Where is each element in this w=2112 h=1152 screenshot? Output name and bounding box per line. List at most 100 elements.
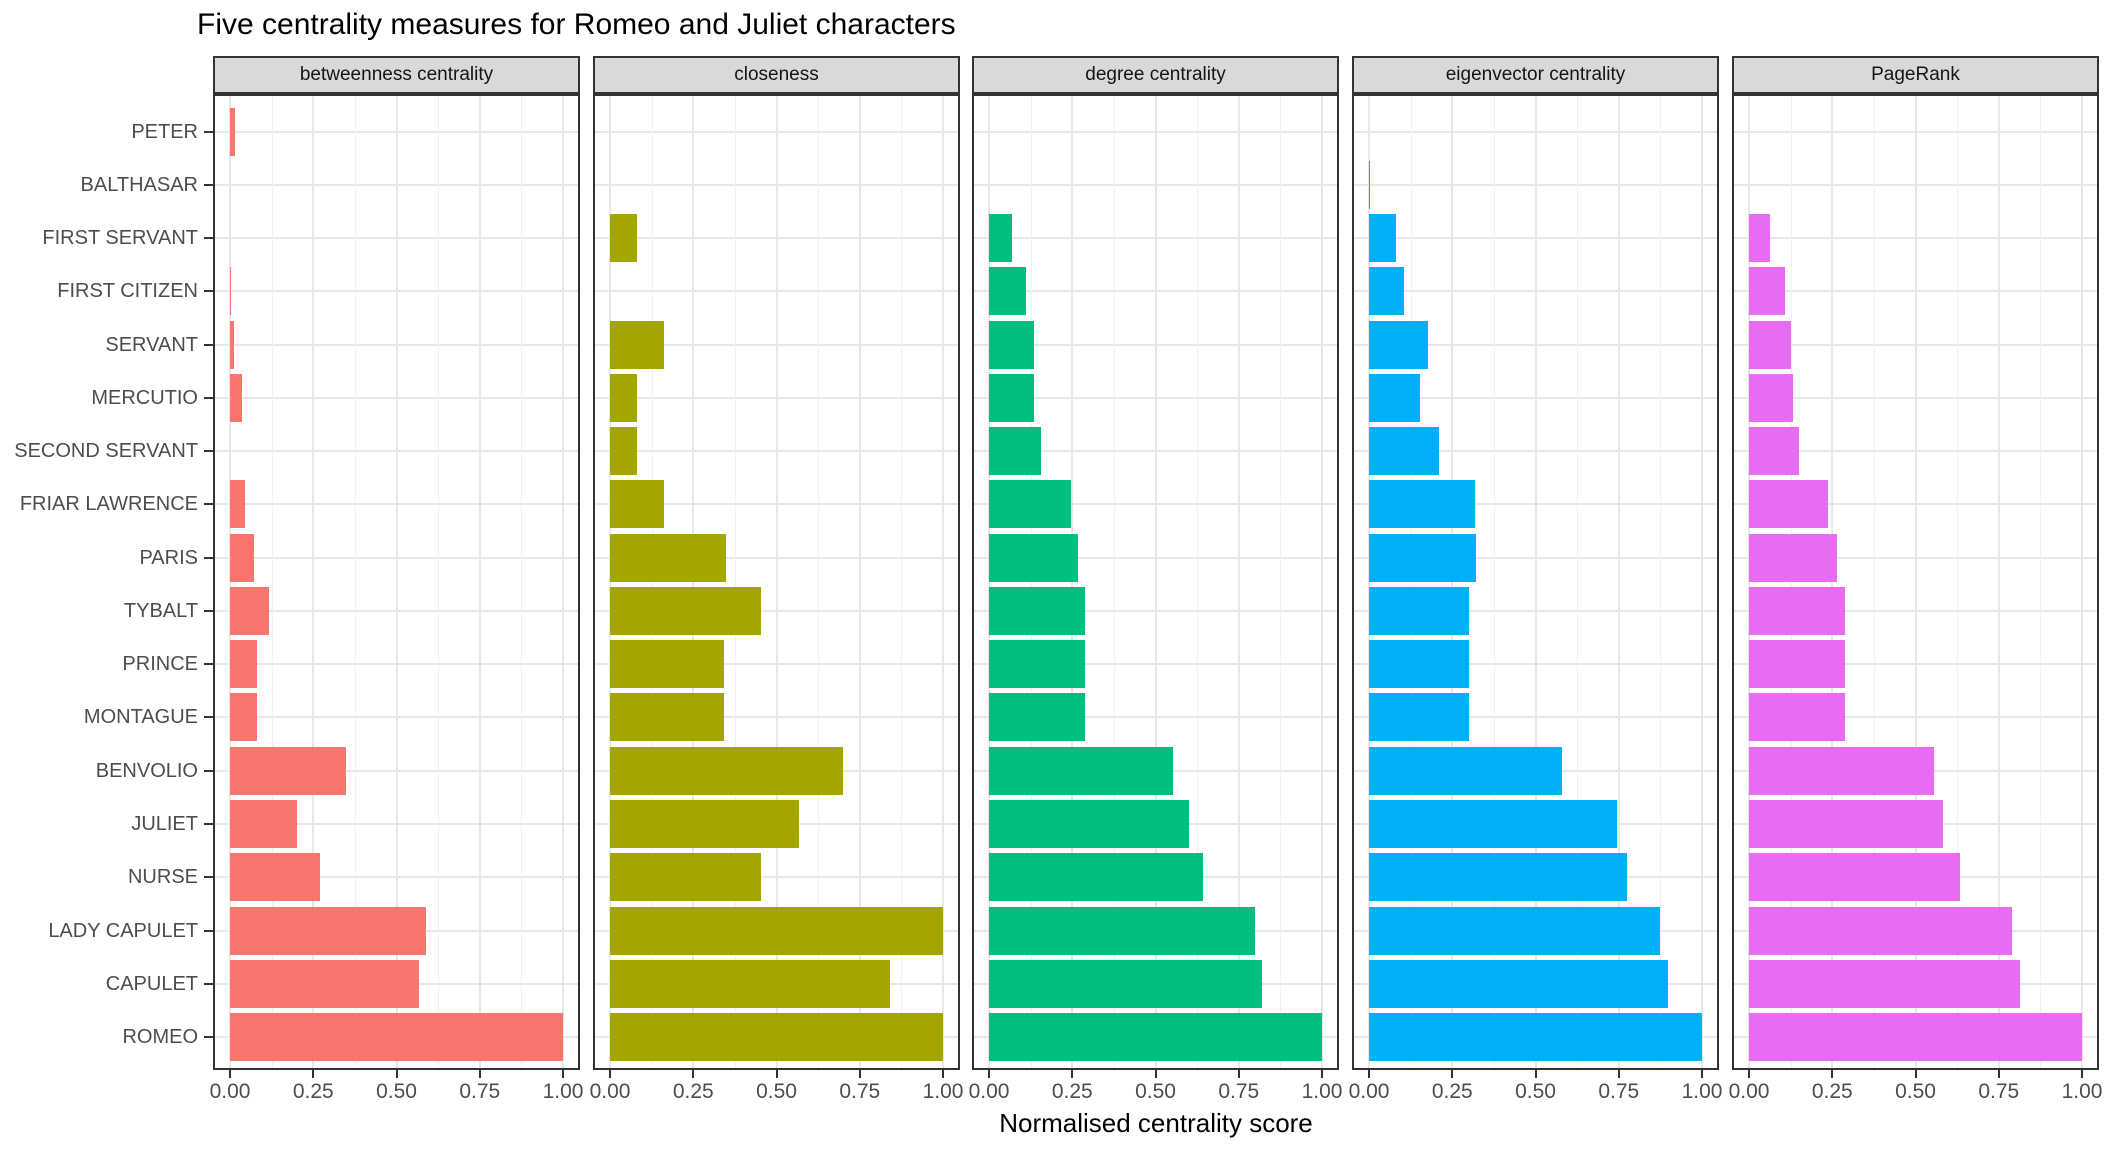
gridline-minor [438,96,440,1068]
y-axis-tick [204,1036,213,1039]
x-axis-tick [775,1070,778,1078]
x-axis-tick [229,1070,231,1078]
y-axis-tick [204,769,213,772]
gridline-major [692,96,695,1068]
bar-lady-capulet [230,906,426,955]
gridline-major [1451,96,1454,1068]
y-axis-label: FRIAR LAWRENCE [19,493,198,516]
gridline-major [1154,96,1157,1068]
gridline-major [1534,96,1537,1068]
y-axis-label: MERCUTIO [91,386,198,409]
facet-strip: betweenness centrality [213,56,580,94]
bar-servant [610,320,664,369]
y-axis-label: SERVANT [105,333,198,356]
bar-nurse [989,853,1203,902]
bar-romeo [1749,1013,2082,1062]
gridline-minor [1957,96,1959,1068]
y-axis-tick [204,556,213,559]
facet-panel [972,94,1339,1070]
facet-strip-label: eigenvector centrality [1445,64,1626,85]
y-axis-tick [204,237,213,240]
facet-strip: eigenvector centrality [1352,56,1719,94]
bar-paris [989,533,1078,582]
x-axis-tick-label: 0.50 [1895,1080,1936,1103]
bar-first-citizen [989,267,1026,316]
facet-panel [593,94,960,1070]
gridline-major [1997,96,2000,1068]
bar-friar-lawrence [610,480,664,529]
gridline-major [1914,96,1917,1068]
y-axis-tick [204,130,213,133]
x-axis-tick [1617,1070,1620,1078]
gridline-minor [734,96,736,1068]
x-axis-tick-label: 0.75 [1598,1080,1640,1103]
gridline-minor [1790,96,1792,1068]
gridline-major [312,96,315,1068]
y-axis-label: MONTAGUE [83,706,198,729]
y-axis-tick [204,929,213,932]
x-axis-tick-label: 0.50 [756,1080,797,1103]
bar-tybalt [1369,586,1469,635]
bar-montague [1369,693,1469,742]
bar-friar-lawrence [230,480,245,529]
x-axis-tick-label: 0.75 [1978,1080,2020,1103]
bar-juliet [1369,800,1617,848]
bar-juliet [230,800,297,848]
bar-paris [610,533,726,582]
facet-strip-label: degree centrality [1085,64,1226,85]
gridline-minor [1577,96,1579,1068]
bar-montague [610,693,724,742]
gridline-major [395,96,398,1068]
y-axis-tick [204,503,213,506]
x-axis-tick [988,1070,990,1078]
bar-montague [230,693,257,742]
y-axis-label: PETER [131,120,198,143]
y-axis-label: FIRST SERVANT [42,227,198,250]
bar-second-servant [1749,427,1799,476]
bar-first-servant [989,214,1012,263]
gridline-minor [651,96,653,1068]
x-axis-tick-label: 1.00 [922,1080,964,1103]
x-axis-tick [692,1070,695,1078]
bar-tybalt [610,586,761,635]
bar-romeo [230,1013,563,1062]
gridline-minor [1030,96,1032,1068]
y-axis-label: LADY CAPULET [48,919,198,942]
facet-strip-label: PageRank [1871,64,1960,85]
y-axis-tick [204,716,213,719]
bar-prince [989,640,1085,689]
y-axis-label: BENVOLIO [95,759,198,782]
bar-benvolio [989,746,1173,795]
bar-servant [1369,320,1428,369]
bar-first-servant [610,214,637,263]
x-axis-tick [1831,1070,1834,1078]
gridline-major [775,96,778,1068]
bar-lady-capulet [989,906,1255,955]
x-axis-tick [1451,1070,1454,1078]
facet-strip: closeness [593,56,960,94]
bar-montague [989,693,1085,742]
bar-romeo [1369,1013,1702,1062]
y-axis-tick [204,609,213,612]
bar-benvolio [610,746,843,795]
bar-balthasar [1369,160,1370,209]
bar-capulet [1369,959,1668,1008]
x-axis-tick-label: 0.00 [209,1080,251,1103]
bar-mercutio [989,373,1034,422]
x-axis-tick [609,1070,611,1078]
facet-strip-label: betweenness centrality [299,64,494,85]
x-axis-tick [2081,1070,2083,1078]
y-axis-tick [204,450,213,453]
gridline-major [1701,96,1703,1068]
x-axis-tick [858,1070,861,1078]
bar-second-servant [1369,427,1439,476]
gridline-major [1368,96,1370,1068]
bar-prince [1749,640,1845,689]
bar-prince [1369,640,1469,689]
y-axis-tick [204,343,213,346]
gridline-major [1237,96,1240,1068]
x-axis-tick [1534,1070,1537,1078]
y-axis-label: SECOND SERVANT [14,440,198,463]
bar-capulet [610,959,890,1008]
bar-capulet [989,959,1262,1008]
